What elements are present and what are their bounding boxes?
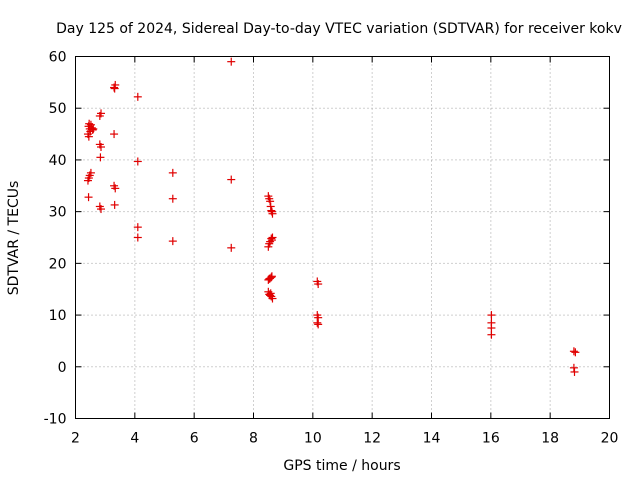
data-point <box>571 348 580 357</box>
data-point <box>268 233 277 242</box>
data-point <box>133 233 142 242</box>
data-point <box>110 200 119 209</box>
y-tick-label: 50 <box>49 101 67 117</box>
data-point <box>133 223 142 232</box>
data-point <box>268 294 277 303</box>
x-tick-label: 16 <box>482 431 500 447</box>
x-tick-label: 12 <box>363 431 381 447</box>
data-point <box>267 272 276 281</box>
data-series <box>83 57 580 376</box>
data-point <box>266 289 275 298</box>
y-tick-label: -10 <box>44 412 67 428</box>
x-tick-label: 2 <box>71 431 80 447</box>
data-point <box>227 57 236 66</box>
data-point <box>133 92 142 101</box>
data-point <box>97 109 106 118</box>
data-point <box>168 237 177 246</box>
data-point <box>314 280 323 289</box>
data-point <box>314 313 323 322</box>
x-tick-label: 14 <box>423 431 441 447</box>
x-tick-label: 18 <box>541 431 559 447</box>
x-tick-label: 10 <box>304 431 322 447</box>
data-point <box>96 153 105 162</box>
y-axis-label: SDTVAR / TECUs <box>6 181 22 296</box>
y-tick-label: 40 <box>49 153 67 169</box>
x-tick-label: 8 <box>249 431 258 447</box>
data-point <box>89 124 98 133</box>
data-point <box>314 320 323 329</box>
data-point <box>227 175 236 184</box>
data-point <box>487 330 496 339</box>
data-point <box>313 318 322 327</box>
data-point <box>266 274 275 283</box>
data-point <box>86 168 95 177</box>
data-point <box>111 184 120 193</box>
x-tick-label: 20 <box>601 431 619 447</box>
y-tick-label: 60 <box>49 50 67 66</box>
x-tick-label: 6 <box>190 431 199 447</box>
data-point <box>84 193 93 202</box>
x-axis-label: GPS time / hours <box>283 458 400 474</box>
y-tick-label: 10 <box>49 308 67 324</box>
y-tick-label: 0 <box>58 360 67 376</box>
data-point <box>97 205 106 214</box>
data-point <box>110 130 119 139</box>
data-point <box>570 367 579 376</box>
y-axis: -10 0 10 20 30 40 50 60 <box>44 50 610 428</box>
data-point <box>110 84 119 93</box>
y-tick-label: 20 <box>49 256 67 272</box>
y-tick-label: 30 <box>49 205 67 221</box>
plot-frame <box>75 56 610 419</box>
grid-lines <box>75 56 610 419</box>
data-point <box>84 132 93 141</box>
x-tick-label: 4 <box>130 431 139 447</box>
data-point <box>133 157 142 166</box>
data-point <box>97 143 106 151</box>
data-point <box>487 311 496 320</box>
data-point <box>569 347 578 356</box>
data-point <box>168 168 177 177</box>
x-axis: 2 4 6 8 10 12 14 16 18 20 <box>71 56 619 447</box>
chart-title: Day 125 of 2024, Sidereal Day-to-day VTE… <box>56 21 622 37</box>
data-point <box>268 209 277 218</box>
data-point <box>227 243 236 252</box>
data-point <box>168 194 177 203</box>
data-point <box>487 324 496 332</box>
